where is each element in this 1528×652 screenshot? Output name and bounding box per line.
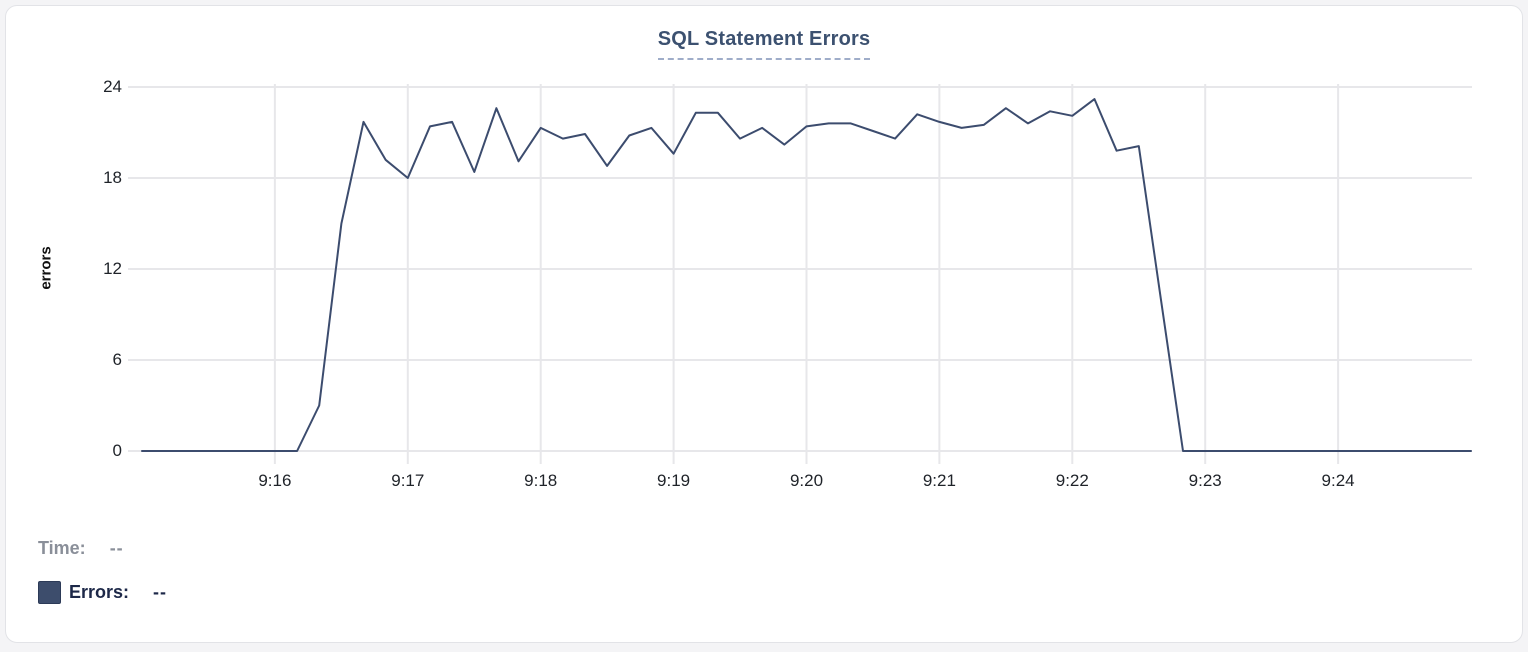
y-tick-label: 12 (103, 259, 122, 278)
chart-legend: Time: -- Errors: -- (38, 536, 167, 624)
x-tick-label: 9:19 (657, 471, 691, 490)
x-tick-label: 9:18 (524, 471, 558, 490)
errors-label: Errors: (69, 581, 130, 602)
x-tick-label: 9:24 (1321, 471, 1355, 490)
x-tick-label: 9:23 (1188, 471, 1222, 490)
hover-readout-time: Time: -- (38, 536, 167, 560)
y-tick-label: 0 (112, 441, 122, 460)
errors-value: -- (153, 581, 168, 602)
legend-item-errors[interactable]: Errors: -- (38, 580, 167, 604)
x-tick-label: 9:21 (922, 471, 956, 490)
chart-title[interactable]: SQL Statement Errors (657, 28, 871, 60)
x-tick-label: 9:20 (789, 471, 824, 490)
chart-header: SQL Statement Errors (0, 28, 1528, 60)
x-tick-label: 9:16 (258, 471, 292, 490)
y-axis-label: errors (37, 246, 55, 290)
series-line-errors (141, 98, 1472, 452)
y-tick-label: 18 (103, 168, 122, 187)
x-tick-label: 9:22 (1055, 471, 1089, 490)
time-value: -- (109, 537, 124, 558)
y-tick-label: 24 (103, 77, 122, 96)
time-label: Time: (38, 537, 86, 558)
chart-card (5, 5, 1523, 643)
y-tick-label: 6 (112, 350, 122, 369)
errors-series-swatch (38, 580, 61, 604)
x-tick-label: 9:17 (391, 471, 425, 490)
